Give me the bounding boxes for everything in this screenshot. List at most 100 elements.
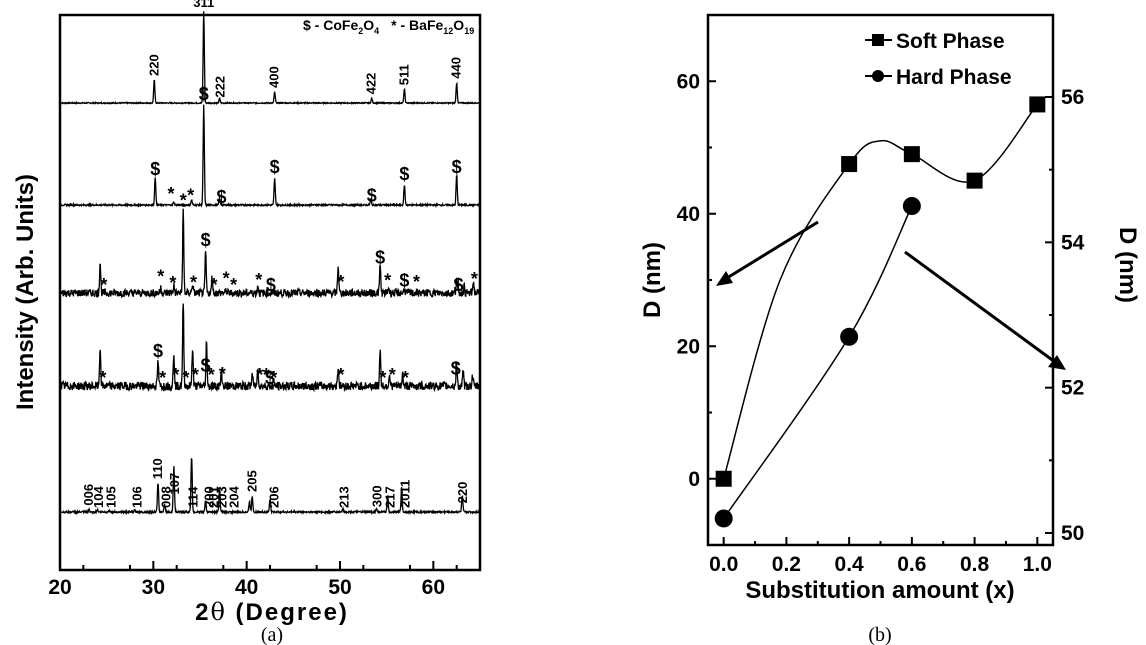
x-axis-ticks-a: 20 30 40 50 60 <box>48 561 458 599</box>
legend-key: $ - CoFe2O4 * - BaFe12O19 <box>303 17 474 36</box>
hexaferrite-marker: * <box>172 365 179 385</box>
hkl-label: 220 <box>455 482 470 504</box>
hkl-label: 311 <box>193 0 214 10</box>
spinel-marker: $ <box>266 275 276 295</box>
spinel-marker: $ <box>399 164 409 184</box>
x-tick-label-b: 1.0 <box>1023 553 1052 576</box>
panel-caption-b: (b) <box>868 624 891 645</box>
spinel-marker: $ <box>270 157 280 177</box>
hexaferrite-marker: * <box>180 191 187 211</box>
hexaferrite-marker: * <box>100 275 107 295</box>
y-left-tick-label: 0 <box>688 468 700 491</box>
hard-phase-point <box>840 327 859 346</box>
hexaferrite-marker: * <box>223 269 230 289</box>
y-right-tick-label: 56 <box>1061 86 1084 109</box>
hkl-label: 110 <box>150 458 165 479</box>
hkl-label: 008 <box>158 486 173 508</box>
x-axis-label-a: 2θ (Degree) <box>195 598 349 626</box>
panel-b-crystallite-size: 0.0 0.2 0.4 0.6 0.8 1.0 0 20 40 60 50 52 54 56 Soft P… <box>639 13 1141 645</box>
y-right-tick-label: 52 <box>1061 377 1084 400</box>
soft-phase-point <box>841 156 858 173</box>
y-left-tick-label: 60 <box>677 70 700 93</box>
soft-phase-point <box>966 172 983 189</box>
x-tick-label-b: 0.2 <box>772 553 801 576</box>
spinel-marker: $ <box>399 271 409 291</box>
spinel-marker: $ <box>150 159 160 179</box>
hexaferrite-marker: * <box>471 269 478 289</box>
xrd-trace-4 <box>59 303 481 393</box>
x-tick-label-b: 0.6 <box>897 553 926 576</box>
hkl-label: 114 <box>185 486 200 508</box>
hexaferrite-marker: * <box>169 273 176 293</box>
plot-frame-b <box>706 13 1055 547</box>
arrow-left-axis <box>716 220 819 286</box>
hkl-label: 2011 <box>397 480 412 508</box>
hexaferrite-marker: * <box>157 267 164 287</box>
x-axis-label-b: Substitution amount (x) <box>745 577 1014 604</box>
legend-circle-marker <box>872 70 884 82</box>
hkl-label: 105 <box>103 486 118 508</box>
hkl-label: 204 <box>227 486 242 508</box>
hexaferrite-marker: * <box>219 364 226 384</box>
hexaferrite-marker: * <box>389 365 396 385</box>
hard-phase-line <box>723 205 913 519</box>
hexaferrite-marker: * <box>413 272 420 292</box>
hkl-label: 222 <box>213 76 228 98</box>
xrd-trace-2 <box>59 104 481 209</box>
soft-phase-point <box>1029 96 1046 113</box>
y-axis-label-left: D (nm) <box>639 242 666 318</box>
hexaferrite-marker: * <box>159 368 166 388</box>
legend-b: Soft Phase Hard Phase <box>865 30 1012 89</box>
hexaferrite-marker: * <box>182 368 189 388</box>
hexaferrite-marker: * <box>210 275 217 295</box>
hkl-label: 104 <box>91 486 106 508</box>
x-tick-label-b: 0.4 <box>835 553 865 576</box>
y-right-tick-label: 54 <box>1061 231 1085 254</box>
hkl-label: 205 <box>244 470 259 492</box>
hexaferrite-marker: * <box>230 275 237 295</box>
spinel-marker: $ <box>201 230 211 250</box>
series-b <box>714 96 1046 528</box>
spinel-marker: $ <box>265 368 275 388</box>
hexaferrite-marker: * <box>255 270 262 290</box>
spinel-marker: $ <box>454 275 464 295</box>
hard-phase-point <box>714 509 733 528</box>
spinel-marker: $ <box>451 359 461 379</box>
hexaferrite-marker: * <box>192 365 199 385</box>
y-left-tick-label: 20 <box>677 335 700 358</box>
soft-phase-point <box>715 470 732 487</box>
hkl-label: 300 <box>369 485 384 507</box>
spinel-marker: $ <box>201 355 211 375</box>
hexaferrite-marker: * <box>168 184 175 204</box>
hkl-label: 107 <box>167 473 182 495</box>
soft-phase-line <box>722 103 1038 479</box>
hkl-label: 217 <box>382 486 397 508</box>
y-axis-label-right: D (nm) <box>1114 227 1141 303</box>
hard-phase-point <box>902 197 921 215</box>
hkl-label: 106 <box>129 486 144 508</box>
x-tick-label: 40 <box>235 576 258 599</box>
x-tick-label-b: 0.0 <box>709 553 738 576</box>
xrd-trace-5 <box>59 457 481 516</box>
x-tick-label: 20 <box>48 576 71 599</box>
hkl-label: 006 <box>81 484 96 506</box>
spinel-marker: $ <box>367 185 377 205</box>
hexaferrite-marker: * <box>337 272 344 292</box>
hexaferrite-marker: * <box>384 270 391 290</box>
hkl-label: 220 <box>146 54 161 76</box>
hkl-label: 511 <box>396 64 411 85</box>
hexaferrite-marker: * <box>379 368 386 388</box>
legend-soft-phase: Soft Phase <box>896 30 1005 53</box>
hexaferrite-marker: * <box>270 368 277 388</box>
hkl-label: 201 <box>206 486 221 508</box>
y-axis-label-a: Intensity (Arb. Units) <box>12 174 39 410</box>
hexaferrite-marker: * <box>187 186 194 206</box>
xrd-trace-1 <box>59 11 481 106</box>
x-tick-label: 50 <box>328 576 351 599</box>
spinel-marker: $ <box>452 157 462 177</box>
xrd-traces <box>59 11 481 516</box>
x-tick-label: 30 <box>142 576 165 599</box>
